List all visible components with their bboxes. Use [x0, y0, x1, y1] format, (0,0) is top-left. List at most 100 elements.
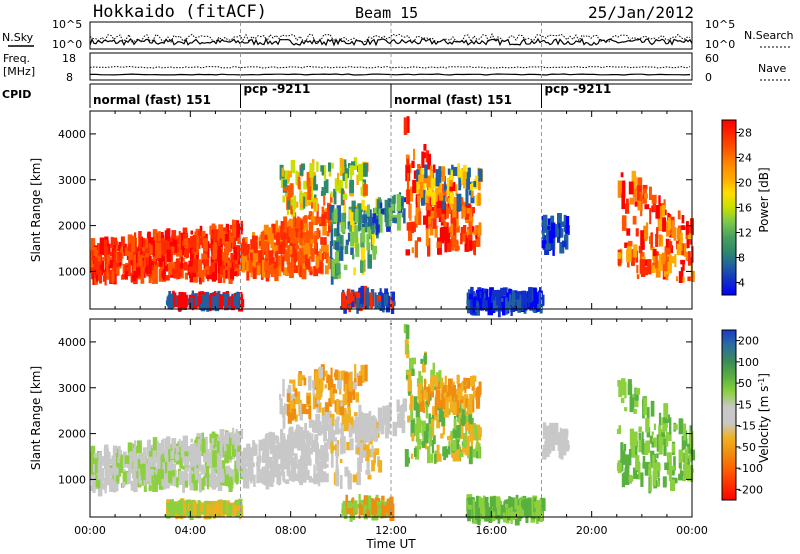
echo-cell [290, 205, 293, 215]
echo-cell [197, 259, 203, 278]
echo-cell [171, 230, 177, 241]
echo-cell [405, 154, 409, 159]
echo-cell [449, 209, 454, 214]
echo-cell [470, 196, 475, 204]
echo-cell [219, 468, 224, 483]
echo-cell [321, 187, 324, 194]
echo-cell [476, 395, 480, 409]
echo-cell [475, 230, 481, 247]
echo-cell [645, 417, 650, 433]
echo-cell [473, 300, 476, 308]
echo-cell [425, 423, 429, 438]
echo-cell [633, 245, 637, 261]
echo-cell [324, 370, 328, 377]
echo-cell [429, 435, 433, 447]
echo-cell [447, 168, 451, 175]
echo-cell [389, 503, 395, 521]
echo-cell [413, 396, 418, 411]
echo-cell [350, 247, 354, 255]
echo-cell [288, 226, 292, 236]
echo-cell [424, 193, 429, 203]
echo-cell [336, 205, 341, 223]
echo-cell [381, 502, 384, 508]
echo-cell [411, 368, 415, 376]
echo-cell [376, 295, 382, 306]
echo-cell [289, 218, 294, 237]
echo-cell [443, 222, 448, 227]
echo-cell [468, 190, 473, 196]
echo-cell [656, 453, 659, 459]
echo-cell [109, 459, 112, 465]
echo-cell [133, 267, 139, 278]
echo-cell [421, 151, 425, 168]
echo-cell [501, 297, 504, 302]
echo-cell [242, 451, 245, 469]
echo-cell [406, 222, 412, 231]
freq-unit: [MHz] [3, 65, 35, 78]
echo-cell [681, 215, 685, 224]
echo-cell [653, 423, 656, 431]
echo-cell [252, 235, 257, 251]
echo-cell [461, 447, 467, 453]
echo-cell [107, 475, 111, 484]
echo-cell [280, 261, 284, 272]
echo-cell [156, 451, 161, 469]
echo-cell [330, 191, 333, 198]
echo-cell [458, 179, 462, 190]
echo-cell [192, 502, 196, 517]
echo-cell [182, 263, 188, 268]
echo-cell [406, 349, 410, 359]
echo-cell [297, 459, 301, 477]
echo-cell [671, 470, 675, 475]
echo-cell [325, 473, 329, 483]
echo-cell [147, 231, 151, 244]
echo-cell [178, 267, 182, 277]
echo-cell [148, 481, 152, 492]
echo-cell [316, 228, 320, 240]
echo-cell [477, 192, 481, 206]
echo-cell [321, 206, 325, 216]
echo-cell [310, 266, 313, 272]
echo-cell [142, 251, 145, 258]
echo-cell [339, 437, 343, 446]
echo-cell [561, 240, 567, 248]
echo-cell [536, 499, 542, 511]
echo-cell [464, 384, 467, 394]
echo-cell [425, 196, 429, 211]
echo-cell [297, 374, 303, 386]
echo-cell [379, 202, 383, 213]
power-colorbar-tick-label: 8 [738, 252, 745, 265]
echo-cell [365, 444, 370, 462]
echo-cell [366, 233, 370, 251]
echo-cell [471, 182, 474, 194]
echo-cell [233, 255, 236, 271]
echo-cell [290, 160, 295, 174]
echo-cell [431, 182, 434, 196]
echo-cell [356, 174, 359, 185]
echo-cell [331, 394, 335, 404]
echo-cell [651, 265, 655, 273]
echo-cell [165, 461, 168, 474]
y-tick-label: 4000 [58, 128, 86, 141]
echo-cell [621, 215, 627, 231]
echo-cell [246, 454, 250, 461]
echo-cell [620, 397, 625, 404]
echo-cell [514, 498, 518, 510]
echo-cell [305, 242, 310, 259]
echo-cell [415, 207, 419, 225]
echo-cell [327, 204, 332, 220]
echo-cell [406, 344, 410, 354]
echo-cell [236, 245, 240, 261]
beam-title: Beam 15 [355, 4, 418, 22]
echo-cell [113, 458, 116, 476]
echo-cell [184, 272, 189, 280]
echo-cell [186, 238, 191, 246]
echo-cell [636, 391, 639, 401]
echo-cell [273, 469, 278, 478]
echo-cell [416, 378, 422, 387]
echo-cell [363, 495, 369, 512]
echo-cell [351, 161, 356, 166]
echo-cell [236, 505, 241, 511]
echo-cell [176, 269, 179, 280]
